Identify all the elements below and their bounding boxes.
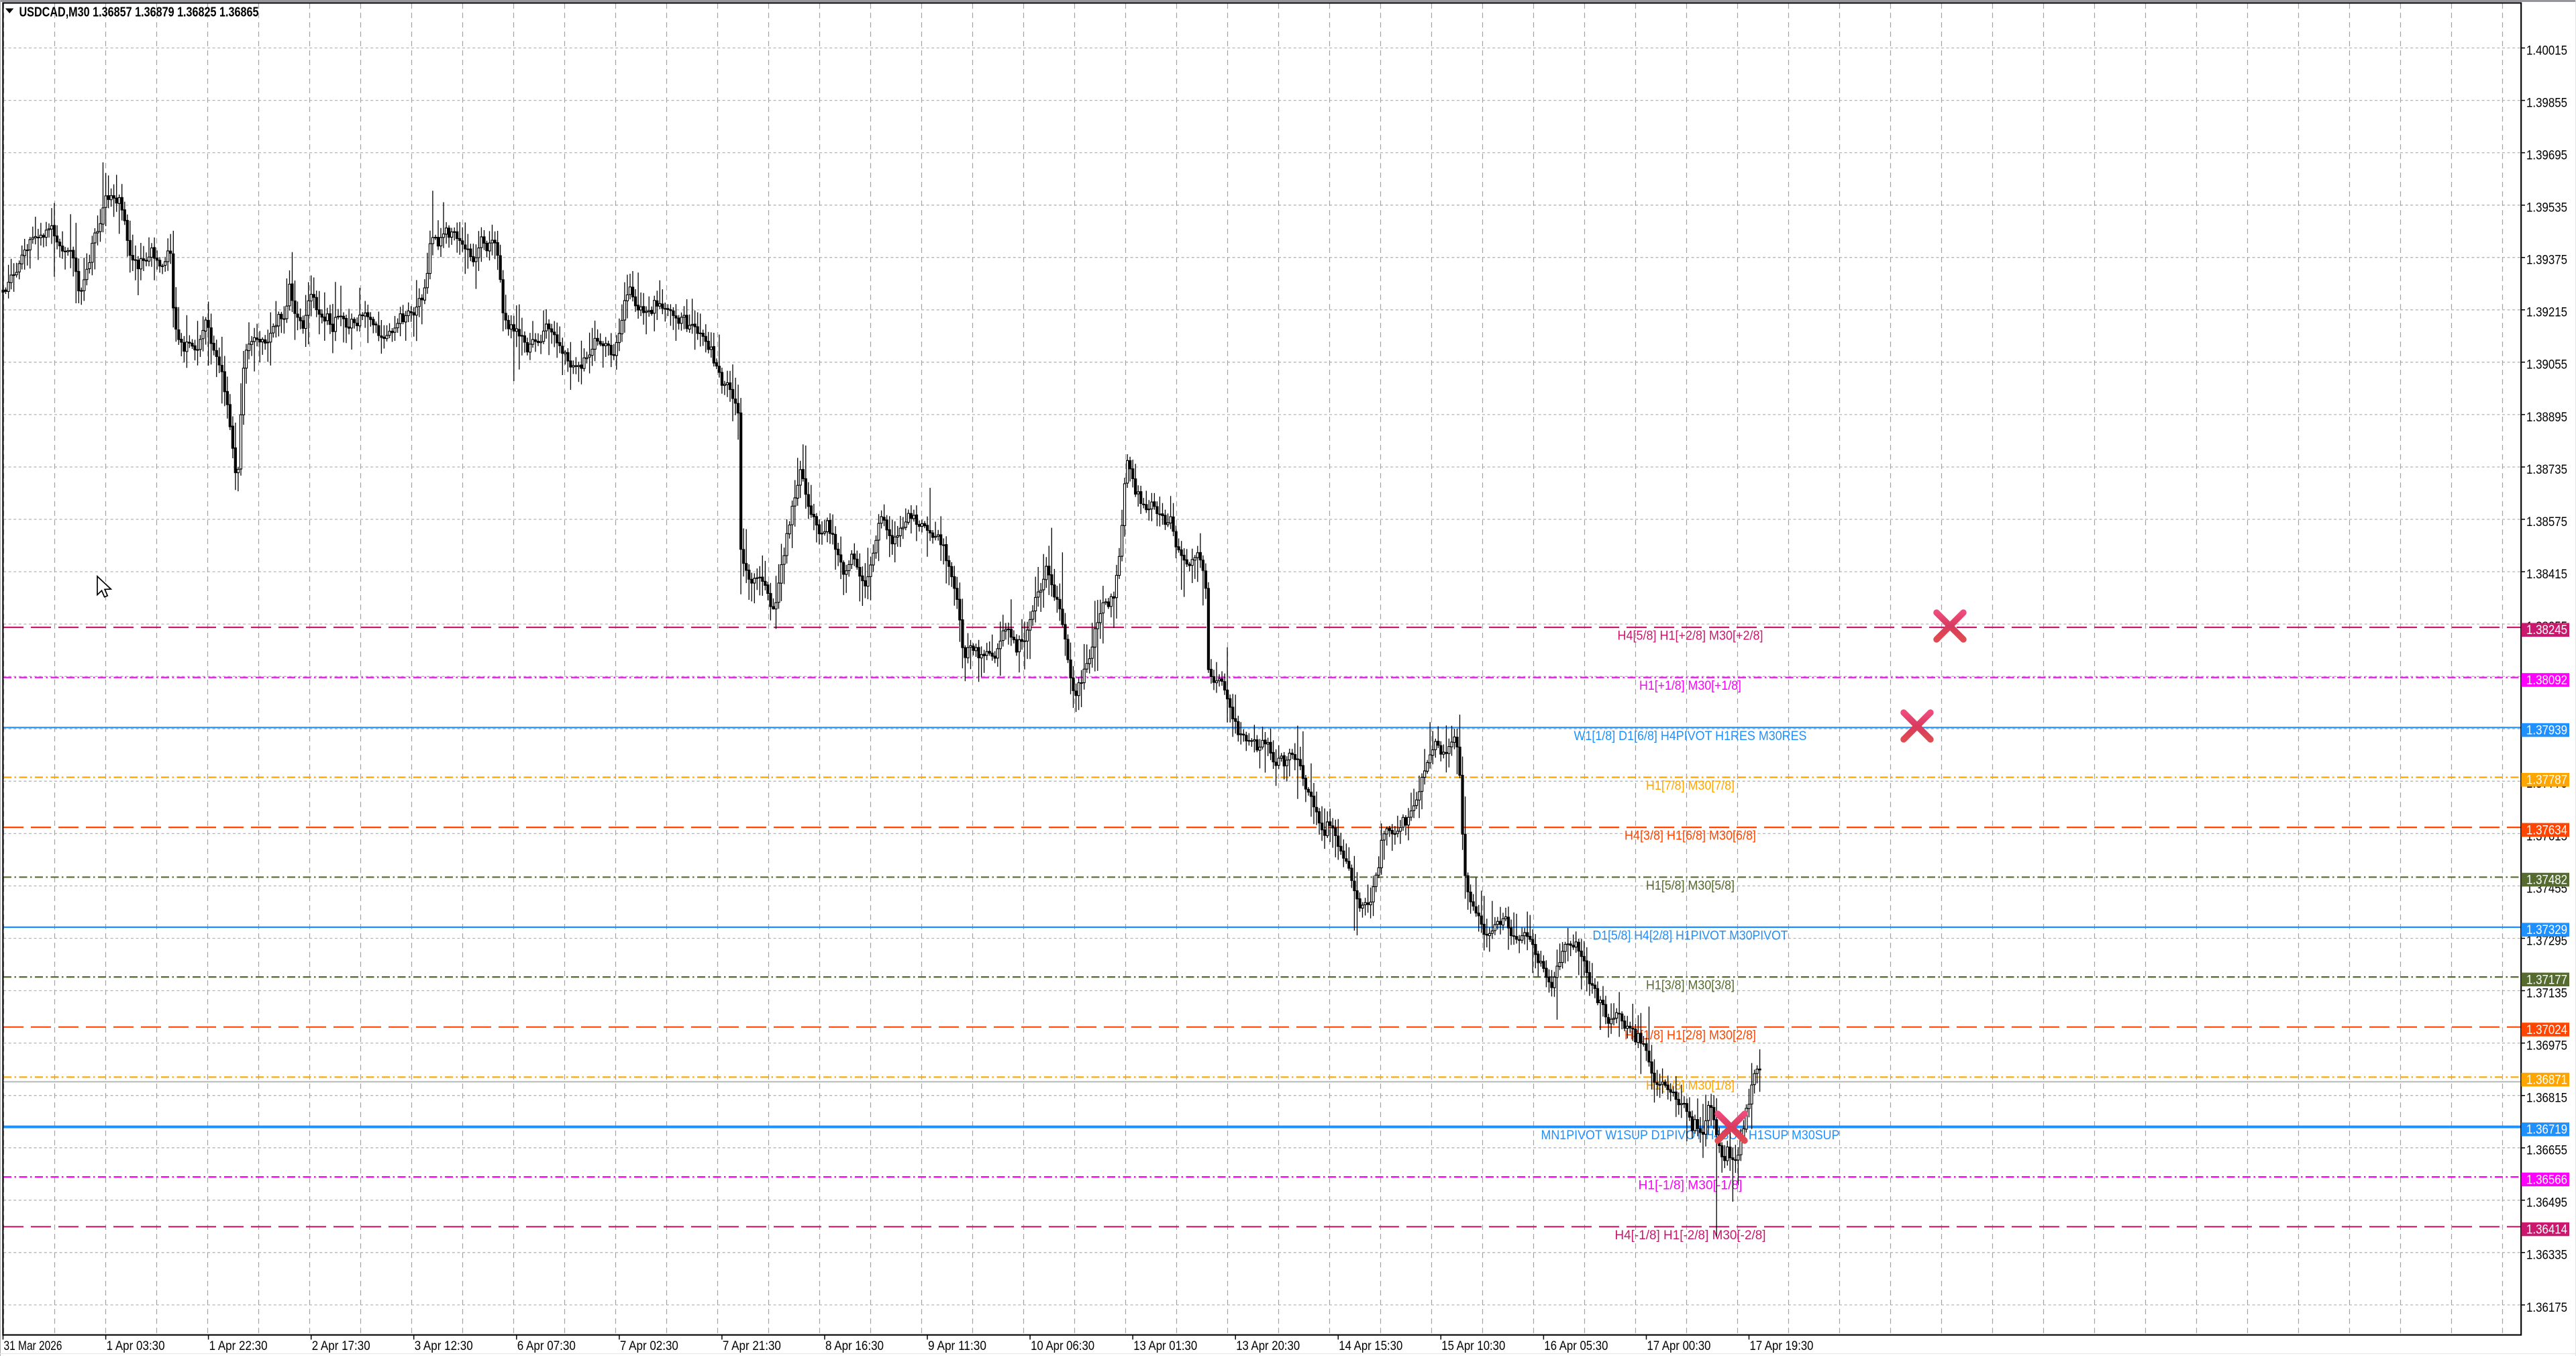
- svg-text:1.39375: 1.39375: [2526, 253, 2567, 268]
- svg-text:1.37787: 1.37787: [2526, 773, 2567, 788]
- svg-text:H4[-1/8] H1[-2/8] M30[-2/8]: H4[-1/8] H1[-2/8] M30[-2/8]: [1615, 1228, 1766, 1243]
- svg-text:1.40015: 1.40015: [2526, 43, 2567, 58]
- svg-text:1 Apr 22:30: 1 Apr 22:30: [209, 1339, 268, 1353]
- svg-text:1.37634: 1.37634: [2526, 823, 2567, 837]
- svg-text:1.39855: 1.39855: [2526, 96, 2567, 111]
- svg-text:1.37482: 1.37482: [2526, 873, 2567, 888]
- svg-text:1.36566: 1.36566: [2526, 1172, 2567, 1187]
- svg-text:1.38415: 1.38415: [2526, 567, 2567, 582]
- svg-text:1.38895: 1.38895: [2526, 410, 2567, 425]
- svg-text:1.39215: 1.39215: [2526, 305, 2567, 320]
- svg-text:14 Apr 15:30: 14 Apr 15:30: [1339, 1339, 1402, 1353]
- svg-text:1.36414: 1.36414: [2526, 1222, 2567, 1237]
- svg-text:D1[5/8] H4[2/8] H1PIVOT M30PIV: D1[5/8] H4[2/8] H1PIVOT M30PIVOT: [1593, 928, 1788, 943]
- svg-text:1.36495: 1.36495: [2526, 1196, 2567, 1210]
- svg-text:1.39535: 1.39535: [2526, 201, 2567, 215]
- svg-text:13 Apr 20:30: 13 Apr 20:30: [1236, 1339, 1300, 1353]
- svg-text:MN1PIVOT W1SUP D1PIVOT H4SUP H: MN1PIVOT W1SUP D1PIVOT H4SUP H1SUP M30SU…: [1541, 1128, 1840, 1143]
- svg-text:16 Apr 05:30: 16 Apr 05:30: [1544, 1339, 1608, 1353]
- svg-text:1 Apr 03:30: 1 Apr 03:30: [107, 1339, 165, 1353]
- svg-text:1.38735: 1.38735: [2526, 462, 2567, 477]
- svg-text:15 Apr 10:30: 15 Apr 10:30: [1441, 1339, 1505, 1353]
- svg-text:9 Apr 11:30: 9 Apr 11:30: [928, 1339, 986, 1353]
- svg-text:1.36975: 1.36975: [2526, 1039, 2567, 1053]
- svg-text:13 Apr 01:30: 13 Apr 01:30: [1133, 1339, 1197, 1353]
- svg-text:1.36175: 1.36175: [2526, 1300, 2567, 1315]
- svg-text:1.38245: 1.38245: [2526, 623, 2567, 637]
- svg-text:H1[3/8] M30[3/8]: H1[3/8] M30[3/8]: [1646, 978, 1735, 993]
- svg-text:6 Apr 07:30: 6 Apr 07:30: [517, 1339, 576, 1353]
- svg-text:1.37295: 1.37295: [2526, 933, 2567, 948]
- svg-text:3 Apr 12:30: 3 Apr 12:30: [415, 1339, 473, 1353]
- svg-text:1.37177: 1.37177: [2526, 972, 2567, 987]
- svg-text:1.37329: 1.37329: [2526, 923, 2567, 937]
- svg-text:10 Apr 06:30: 10 Apr 06:30: [1031, 1339, 1094, 1353]
- svg-text:H1[7/8] M30[7/8]: H1[7/8] M30[7/8]: [1646, 778, 1735, 793]
- svg-text:1.37024: 1.37024: [2526, 1023, 2567, 1037]
- svg-text:H1[+1/8] M30[+1/8]: H1[+1/8] M30[+1/8]: [1639, 678, 1741, 693]
- svg-text:1.38092: 1.38092: [2526, 673, 2567, 688]
- svg-text:1.36335: 1.36335: [2526, 1248, 2567, 1263]
- svg-text:USDCAD,M30 1.36857 1.36879 1.: USDCAD,M30 1.36857 1.36879 1.36825 1.368…: [19, 5, 259, 19]
- svg-text:7 Apr 02:30: 7 Apr 02:30: [620, 1339, 678, 1353]
- svg-text:W1[1/8] D1[6/8] H4PIVOT H1RES: W1[1/8] D1[6/8] H4PIVOT H1RES M30RES: [1574, 729, 1807, 743]
- svg-text:H4[5/8] H1[+2/8] M30[+2/8]: H4[5/8] H1[+2/8] M30[+2/8]: [1618, 629, 1763, 643]
- svg-text:1.37135: 1.37135: [2526, 986, 2567, 1000]
- svg-text:1.36655: 1.36655: [2526, 1143, 2567, 1158]
- svg-text:31 Mar 2026: 31 Mar 2026: [4, 1339, 62, 1353]
- svg-text:7 Apr 21:30: 7 Apr 21:30: [723, 1339, 781, 1353]
- svg-text:H4[3/8] H1[6/8] M30[6/8]: H4[3/8] H1[6/8] M30[6/8]: [1625, 829, 1756, 843]
- svg-text:17 Apr 00:30: 17 Apr 00:30: [1647, 1339, 1711, 1353]
- svg-text:2 Apr 17:30: 2 Apr 17:30: [312, 1339, 370, 1353]
- svg-text:H4[1/8] H1[2/8] M30[2/8]: H4[1/8] H1[2/8] M30[2/8]: [1625, 1028, 1756, 1043]
- svg-text:H1[-1/8] M30[-1/8]: H1[-1/8] M30[-1/8]: [1639, 1178, 1743, 1193]
- svg-text:H1[5/8] M30[5/8]: H1[5/8] M30[5/8]: [1646, 878, 1735, 893]
- svg-text:1.39055: 1.39055: [2526, 358, 2567, 372]
- svg-text:1.36719: 1.36719: [2526, 1123, 2567, 1137]
- svg-text:17 Apr 19:30: 17 Apr 19:30: [1750, 1339, 1814, 1353]
- svg-text:1.38575: 1.38575: [2526, 515, 2567, 529]
- svg-text:1.37939: 1.37939: [2526, 723, 2567, 738]
- svg-text:8 Apr 16:30: 8 Apr 16:30: [825, 1339, 884, 1353]
- svg-text:1.39695: 1.39695: [2526, 148, 2567, 163]
- svg-text:1.36815: 1.36815: [2526, 1091, 2567, 1106]
- svg-text:1.36871: 1.36871: [2526, 1073, 2567, 1088]
